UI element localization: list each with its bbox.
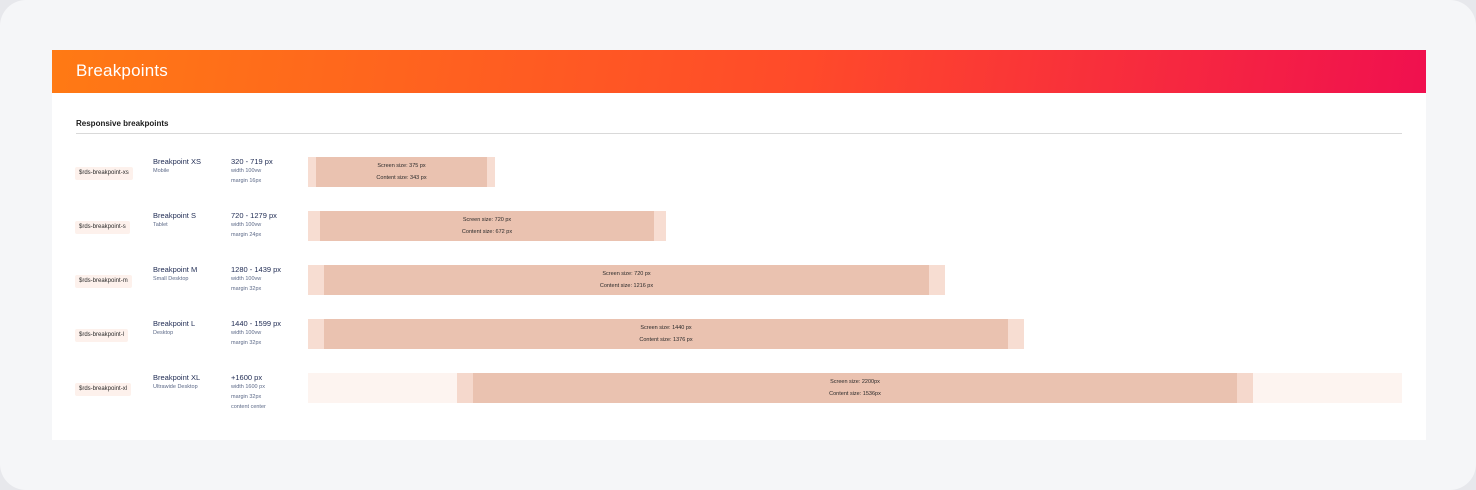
breakpoint-margin: margin 32px [231,340,262,346]
breakpoint-token: $rds-breakpoint-l [75,329,129,342]
breakpoint-device: Tablet [153,222,168,228]
breakpoint-range: 320 - 719 px [231,157,273,166]
breakpoint-row-xl: $rds-breakpoint-xl Breakpoint XL Ultrawi… [52,373,1426,415]
breakpoint-token: $rds-breakpoint-m [75,275,132,288]
breakpoint-name: Breakpoint M [153,265,198,274]
breakpoint-name: Breakpoint XS [153,157,201,166]
screen-size-bar: Screen size: 375 px Content size: 343 px [308,157,495,187]
screen-size-label: Screen size: 2200px [830,379,880,385]
screen-size-label: Screen size: 375 px [377,163,426,169]
breakpoint-width: width 100vw [231,276,262,282]
breakpoints-card: Breakpoints Responsive breakpoints $rds-… [52,50,1426,440]
breakpoint-device: Mobile [153,168,170,174]
section-title: Responsive breakpoints [76,119,169,128]
breakpoint-name: Breakpoint L [153,319,196,328]
breakpoint-token: $rds-breakpoint-s [75,221,130,234]
content-size-bar: Screen size: 1440 px Content size: 1376 … [324,319,1008,349]
screen-size-bar: Screen size: 2200px Content size: 1536px [308,373,1402,403]
left-margin-mark [457,373,473,403]
breakpoint-width: width 100vw [231,330,262,336]
breakpoint-width: width 1600 px [231,384,265,390]
screen-size-bar: Screen size: 720 px Content size: 1216 p… [308,265,945,295]
breakpoint-row-xs: $rds-breakpoint-xs Breakpoint XS Mobile … [52,157,1426,189]
breakpoint-name: Breakpoint XL [153,373,201,382]
breakpoint-range: 1440 - 1599 px [231,319,282,328]
breakpoint-device: Small Desktop [153,276,189,282]
breakpoint-margin: margin 16px [231,178,262,184]
breakpoint-margin: margin 32px [231,286,262,292]
breakpoint-device: Ultrawide Desktop [153,384,198,390]
content-size-label: Content size: 672 px [461,229,513,235]
content-size-bar: Screen size: 375 px Content size: 343 px [316,157,487,187]
breakpoint-range: 720 - 1279 px [231,211,277,220]
section-divider [76,133,1402,134]
content-size-label: Content size: 1536px [829,391,881,397]
breakpoint-token: $rds-breakpoint-xs [75,167,133,180]
breakpoint-name: Breakpoint S [153,211,196,220]
screen-size-label: Screen size: 720 px [602,271,651,277]
screen-size-bar: Screen size: 720 px Content size: 672 px [308,211,666,241]
breakpoint-margin: margin 24px [231,232,262,238]
breakpoint-range: +1600 px [231,373,263,382]
content-size-label: Content size: 1376 px [639,337,693,343]
page-title: Breakpoints [76,61,168,80]
content-size-label: Content size: 1216 px [599,283,654,289]
card-header: Breakpoints [52,50,1426,93]
breakpoint-width: width 100vw [231,168,262,174]
breakpoint-range: 1280 - 1439 px [231,265,282,274]
content-size-label: Content size: 343 px [376,175,427,181]
breakpoint-row-l: $rds-breakpoint-l Breakpoint L Desktop 1… [52,319,1426,351]
content-size-bar: Screen size: 720 px Content size: 1216 p… [324,265,929,295]
right-margin-mark [1237,373,1253,403]
screen-size-bar: Screen size: 1440 px Content size: 1376 … [308,319,1024,349]
content-size-bar: Screen size: 2200px Content size: 1536px [473,373,1237,403]
screen-size-label: Screen size: 720 px [462,217,512,223]
breakpoint-margin: margin 32px [231,394,262,400]
breakpoint-width: width 100vw [231,222,262,228]
breakpoint-row-s: $rds-breakpoint-s Breakpoint S Tablet 72… [52,211,1426,243]
breakpoint-alignment: content center [231,404,266,410]
breakpoint-device: Desktop [153,330,174,336]
breakpoint-row-m: $rds-breakpoint-m Breakpoint M Small Des… [52,265,1426,297]
screen-size-label: Screen size: 1440 px [640,325,692,331]
breakpoint-token: $rds-breakpoint-xl [75,383,132,396]
content-size-bar: Screen size: 720 px Content size: 672 px [320,211,654,241]
